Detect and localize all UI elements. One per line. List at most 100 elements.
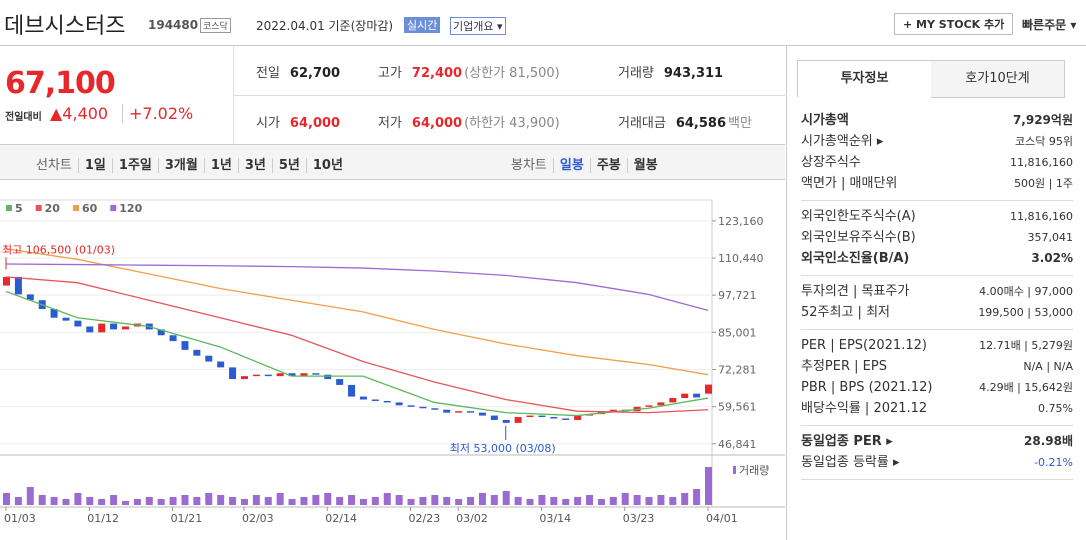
volume-bar [348,495,356,505]
volume-bar [324,493,332,505]
info-value: 500원 | 1주 [1014,177,1073,190]
info-value: 199,500 | 53,000 [978,306,1073,319]
volume-bar [609,497,617,505]
candle-body [264,374,272,377]
info-value: 11,816,160 [1010,210,1073,223]
toolbar-item[interactable]: 10년 [305,158,349,173]
toolbar-item: 선차트 [36,158,72,173]
ma-line [5,263,709,312]
volume-bar [38,495,46,505]
volume-bar [110,495,118,505]
volume-bar [288,499,296,505]
info-row: 상장주식수 11,816,160 [801,152,1073,173]
candle-body [645,405,653,407]
candle-body [312,373,320,375]
price-cell: 고가 72,400 (상한가 81,500) [378,62,560,81]
market-badge: 코스닥 [200,18,231,33]
volume-bar [562,499,570,505]
volume-bar [669,497,677,505]
info-label: 외국인소진율(B/A) [801,251,910,266]
candle-body [443,409,451,413]
info-label: 상장주식수 [801,155,861,170]
toolbar-item[interactable]: 1주일 [111,158,158,173]
toolbar-item[interactable]: 일봉 [552,158,590,173]
x-tick-label: 03/14 [539,512,571,525]
volume-bar [455,499,463,505]
volume-bar [133,499,141,505]
volume-bar [419,497,427,505]
toolbar-item[interactable]: 5년 [271,158,306,173]
y-tick-label: 59,561 [718,401,757,414]
candle-body [657,402,665,406]
x-tick-label: 03/02 [456,512,488,525]
y-tick-label: 123,160 [718,215,764,228]
cell-value: 72,400 [411,66,463,81]
info-value: -0.21% [1034,456,1073,469]
volume-bar [86,497,94,505]
cell-label: 거래량 [618,66,654,81]
toolbar-item[interactable]: 1년 [203,158,238,173]
tab[interactable]: 투자정보 [797,60,932,97]
volume-bar [705,467,712,505]
annotation: 최고 106,500 (01/03) [2,244,115,257]
candle-body [181,341,189,350]
change: ▲4,400 [50,104,109,123]
ma-line [5,276,709,414]
legend-swatch [72,205,79,211]
candle-body [348,384,356,397]
candle-body [669,398,677,403]
volume-bar [121,501,129,505]
info-label: 동일업종 등락률 ▸ [801,455,900,470]
candle-body [502,419,510,423]
info-label: 52주최고 | 최저 [801,305,890,320]
side-panel: 투자정보 호가10단계 시가총액 7,929억원 시가총액순위 ▸ 코스닥 95위 상장주식… [786,46,1086,540]
candle-body [169,335,177,342]
candle-body [276,373,284,377]
cell-label: 저가 [378,116,402,131]
legend-label: 20 [45,202,61,215]
quick-order[interactable]: 빠른주문 ▾ [1022,18,1077,32]
candle-body [609,409,617,412]
info-value: 11,816,160 [1010,156,1073,169]
toolbar-item[interactable]: 3개월 [157,158,204,173]
legend-swatch [6,205,12,211]
annotation: 최저 53,000 (03/08) [450,442,556,455]
toolbar-item[interactable]: 월봉 [626,158,664,173]
info-label: 동일업종 PER ▸ [801,434,893,449]
toolbar-item[interactable]: 3년 [237,158,272,173]
info-label: PBR | BPS (2021.12) [801,380,933,395]
y-tick-label: 97,721 [718,289,757,302]
tab[interactable]: 호가10단계 [931,60,1065,98]
mystock-button[interactable]: + MY STOCK 추가 [894,13,1014,35]
overview-button[interactable]: 기업개요 ▾ [450,17,506,35]
volume-bar [276,493,284,505]
volume-bar [169,497,177,505]
legend-swatch [110,205,117,211]
volume-bar [597,499,605,505]
volume-bar [443,497,451,505]
info-label: 추정PER | EPS [801,359,887,374]
volume-bar [359,499,367,505]
candle-body [110,323,118,330]
info-group: PER | EPS(2021.12) 12.71배 | 5,279원 추정PER |… [801,333,1073,426]
price-box [0,46,234,144]
legend-label: 120 [119,202,142,215]
realtime-badge[interactable]: 실시간 [404,17,441,33]
volume-bar [62,499,70,505]
info-value: 0.75% [1038,402,1073,415]
info-row: 추정PER | EPS N/A | N/A [801,356,1073,377]
toolbar-item[interactable]: 주봉 [589,158,627,173]
volume-bar [538,495,546,505]
cell-note: (하한가 43,900) [464,116,560,131]
info-value: 4.29배 | 15,642원 [979,381,1073,394]
x-tick-label: 02/14 [325,512,357,525]
price-cell: 시가 64,000 [256,112,340,131]
volume-bar [574,497,582,505]
candle-body [121,326,129,330]
volume-bar [300,497,308,505]
candle-body [693,393,701,398]
toolbar-item[interactable]: 1일 [77,158,112,173]
candle-body [14,276,22,295]
candle-body [324,374,332,380]
